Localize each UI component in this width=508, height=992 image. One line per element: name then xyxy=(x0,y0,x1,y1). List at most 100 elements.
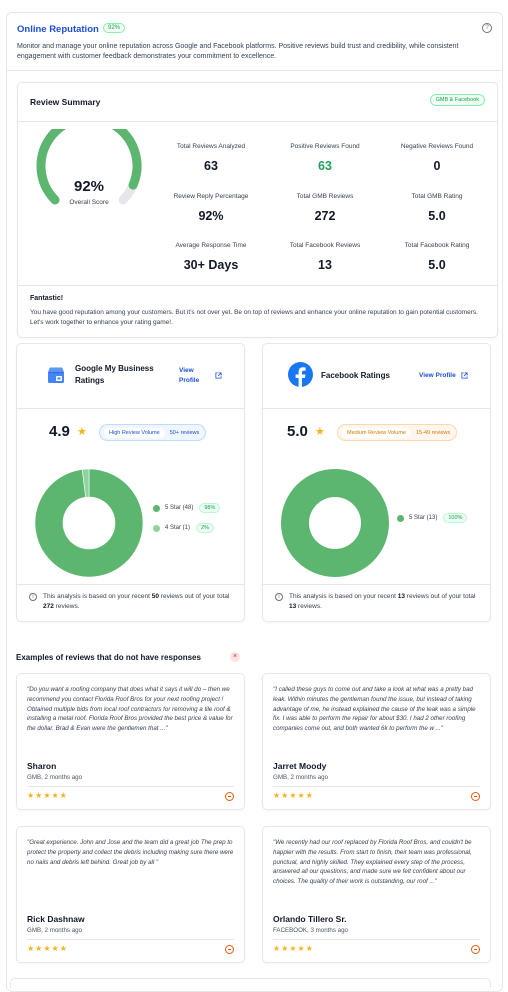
legend-percent: 2% xyxy=(196,523,214,533)
facebook-volume-pill: Medium Review Volume 15-49 reviews xyxy=(337,424,458,441)
donut-slice xyxy=(281,468,389,578)
stat-value: 63 xyxy=(204,159,218,173)
note-text: reviews out of your total xyxy=(158,593,230,600)
review-quote: "Great experience. John and Jose and the… xyxy=(27,839,234,866)
stat-total-reviews: Total Reviews Analyzed 63 xyxy=(156,143,266,173)
review-stars: ★★★★★ xyxy=(27,944,68,953)
divider xyxy=(27,939,234,940)
review-summary-card: Review Summary GMB & Facebook 92% Overal… xyxy=(17,82,498,338)
stat-value: 272 xyxy=(314,209,336,223)
stat-label: Positive Reviews Found xyxy=(290,143,360,150)
info-icon: i xyxy=(29,593,37,601)
review-meta: FACEBOOK, 3 months ago xyxy=(273,927,348,934)
legend-swatch xyxy=(153,504,160,512)
gmb-card-title: Google My Business Ratings xyxy=(75,363,154,387)
examples-title: Examples of reviews that do not have res… xyxy=(16,653,201,662)
stat-negative-reviews: Negative Reviews Found 0 xyxy=(382,143,492,173)
stat-label: Average Response Time xyxy=(175,242,247,249)
volume-label: Medium Review Volume xyxy=(342,427,411,438)
legend-percent: 100% xyxy=(443,513,468,523)
donut-slice xyxy=(34,468,144,578)
stat-value: 30+ Days xyxy=(183,258,239,272)
facebook-donut-chart xyxy=(281,468,389,578)
divider xyxy=(27,786,234,787)
close-icon[interactable]: × xyxy=(230,652,240,662)
legend-percent: 98% xyxy=(199,503,221,513)
review-summary-title: Review Summary xyxy=(30,97,101,107)
gmb-analysis-note: This analysis is based on your recent 50… xyxy=(43,592,238,612)
divider xyxy=(263,584,490,585)
reply-icon[interactable] xyxy=(225,792,234,801)
stat-facebook-reviews: Total Facebook Reviews 13 xyxy=(270,242,380,272)
page-title: Online Reputation xyxy=(17,24,99,35)
star-icon: ★ xyxy=(77,426,87,438)
review-meta: GMB, 2 months ago xyxy=(27,774,83,781)
review-quote: "We recently had our roof replaced by Fl… xyxy=(273,839,472,886)
stat-value: 5.0 xyxy=(428,258,446,272)
stat-label: Total Reviews Analyzed xyxy=(176,143,246,150)
external-link-icon[interactable] xyxy=(461,372,468,379)
reviewer-name: Jarret Moody xyxy=(273,761,327,771)
facebook-ratings-card: Facebook Ratings View Profile 5.0 ★ Medi… xyxy=(262,343,491,622)
stat-reply-percentage: Review Reply Percentage 92% xyxy=(156,193,266,223)
reply-icon[interactable] xyxy=(225,945,234,954)
legend-swatch xyxy=(397,514,404,522)
legend-item: 5 Star (13) 100% xyxy=(397,513,468,523)
stat-label: Total Facebook Rating xyxy=(404,242,470,249)
legend-label: 5 Star (48) xyxy=(165,505,194,511)
reviewer-name: Sharon xyxy=(27,761,57,771)
note-text: reviews out of your total xyxy=(404,593,476,600)
score-badge: 92% xyxy=(103,23,126,33)
external-link-icon[interactable] xyxy=(215,372,222,379)
stat-value: 92% xyxy=(198,209,224,223)
divider xyxy=(18,121,497,122)
review-card: "Great experience. John and Jose and the… xyxy=(16,826,245,963)
reply-icon[interactable] xyxy=(471,792,480,801)
note-total: 13 xyxy=(289,603,297,610)
stat-label: Total GMB Reviews xyxy=(296,193,354,200)
volume-range: 50+ reviews xyxy=(169,429,200,436)
stat-response-time: Average Response Time 30+ Days xyxy=(156,242,266,272)
legend-label: 4 Star (1) xyxy=(165,525,191,531)
stat-gmb-rating: Total GMB Rating 5.0 xyxy=(382,193,492,223)
overall-score-value: 92% xyxy=(73,178,105,195)
review-card: "Do you want a roofing company that does… xyxy=(16,673,245,810)
review-quote: "I called these guys to come out and tak… xyxy=(273,686,476,733)
stat-label: Negative Reviews Found xyxy=(400,143,474,150)
star-icon: ★ xyxy=(315,426,325,438)
note-text: This analysis is based on your recent xyxy=(289,593,398,600)
google-my-business-icon xyxy=(48,367,64,383)
donut-slice xyxy=(81,468,90,498)
volume-label: High Review Volume xyxy=(104,427,165,438)
facebook-analysis-note: This analysis is based on your recent 13… xyxy=(289,592,484,612)
legend-item: 4 Star (1) 2% xyxy=(153,523,214,533)
gmb-view-profile-link[interactable]: View Profile xyxy=(179,366,199,386)
stat-value: 0 xyxy=(433,159,441,173)
note-total: 272 xyxy=(43,603,54,610)
review-stars: ★★★★★ xyxy=(273,944,314,953)
gmb-title-line: Google My Business xyxy=(75,364,154,373)
legend-swatch xyxy=(153,524,160,532)
overall-score-label: Overall Score xyxy=(69,199,109,206)
review-stars: ★★★★★ xyxy=(273,791,314,800)
link-line: View xyxy=(179,367,194,374)
facebook-card-title: Facebook Ratings xyxy=(321,371,390,380)
next-section-card xyxy=(10,978,491,988)
legend-item: 5 Star (48) 98% xyxy=(153,503,221,513)
platform-tag: GMB & Facebook xyxy=(429,94,485,106)
review-meta: GMB, 2 months ago xyxy=(273,774,329,781)
gmb-rating-value: 4.9 xyxy=(49,423,70,440)
divider xyxy=(18,285,497,286)
facebook-view-profile-link[interactable]: View Profile xyxy=(419,372,456,379)
gmb-donut-chart xyxy=(34,468,144,578)
divider xyxy=(17,408,244,409)
header-divider xyxy=(7,70,502,71)
reply-icon[interactable] xyxy=(471,945,480,954)
stat-positive-reviews: Positive Reviews Found 63 xyxy=(270,143,380,173)
gauge-fill xyxy=(36,129,142,205)
divider xyxy=(17,584,244,585)
verdict-title: Fantastic! xyxy=(30,295,64,302)
review-card: "We recently had our roof replaced by Fl… xyxy=(262,826,491,963)
help-icon[interactable]: ? xyxy=(482,23,492,33)
note-text: This analysis is based on your recent xyxy=(43,593,152,600)
